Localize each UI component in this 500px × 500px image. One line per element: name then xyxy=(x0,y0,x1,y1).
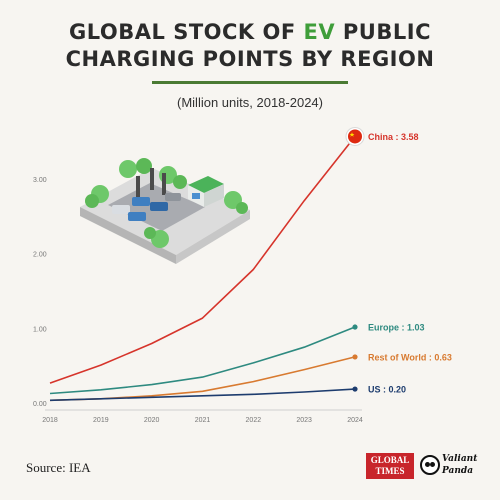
valiant-panda-wordmark: Valiant Panda xyxy=(442,454,478,476)
chart-title-line2: CHARGING POINTS BY REGION xyxy=(65,47,435,71)
series-line-rest-of-world xyxy=(49,356,356,402)
x-tick-label: 2018 xyxy=(42,417,58,424)
y-tick-label: 1.00 xyxy=(33,326,47,333)
x-tick-label: 2024 xyxy=(347,417,363,424)
end-point-rest-of-world xyxy=(352,354,358,360)
x-tick-label: 2019 xyxy=(93,417,109,424)
x-tick-label: 2020 xyxy=(144,417,160,424)
title-underline xyxy=(152,81,348,84)
panda-icon xyxy=(420,455,440,475)
y-tick-label: 0.00 xyxy=(33,401,47,408)
source-note: Source: IEA xyxy=(26,460,91,475)
china-flag-disc xyxy=(348,129,362,144)
x-tick-label: 2022 xyxy=(246,417,262,424)
end-label-us: US : 0.20 xyxy=(368,385,406,395)
end-point-europe xyxy=(352,324,358,330)
chart-subtitle: (Million units, 2018-2024) xyxy=(177,95,323,110)
end-label-china: China : 3.58 xyxy=(368,132,419,142)
series-line-europe xyxy=(49,326,356,395)
global-times-logo: GLOBAL TIMES xyxy=(366,453,414,479)
valiant-panda-logo: Valiant Panda xyxy=(420,452,482,480)
charging-station-illustration xyxy=(80,158,250,264)
series-line-china xyxy=(49,136,356,384)
x-tick-label: 2023 xyxy=(296,417,312,424)
end-label-europe: Europe : 1.03 xyxy=(368,323,425,333)
series-line-us xyxy=(49,388,356,402)
end-label-rest-of-world: Rest of World : 0.63 xyxy=(368,352,452,362)
y-tick-label: 3.00 xyxy=(33,177,47,184)
end-point-us xyxy=(352,386,358,392)
y-tick-label: 2.00 xyxy=(33,252,47,259)
title-highlight-ev: EV xyxy=(303,20,336,44)
china-flag-star xyxy=(349,132,355,137)
chart-title-line1: GLOBAL STOCK OF EV PUBLIC xyxy=(69,20,431,44)
x-tick-label: 2021 xyxy=(195,417,211,424)
